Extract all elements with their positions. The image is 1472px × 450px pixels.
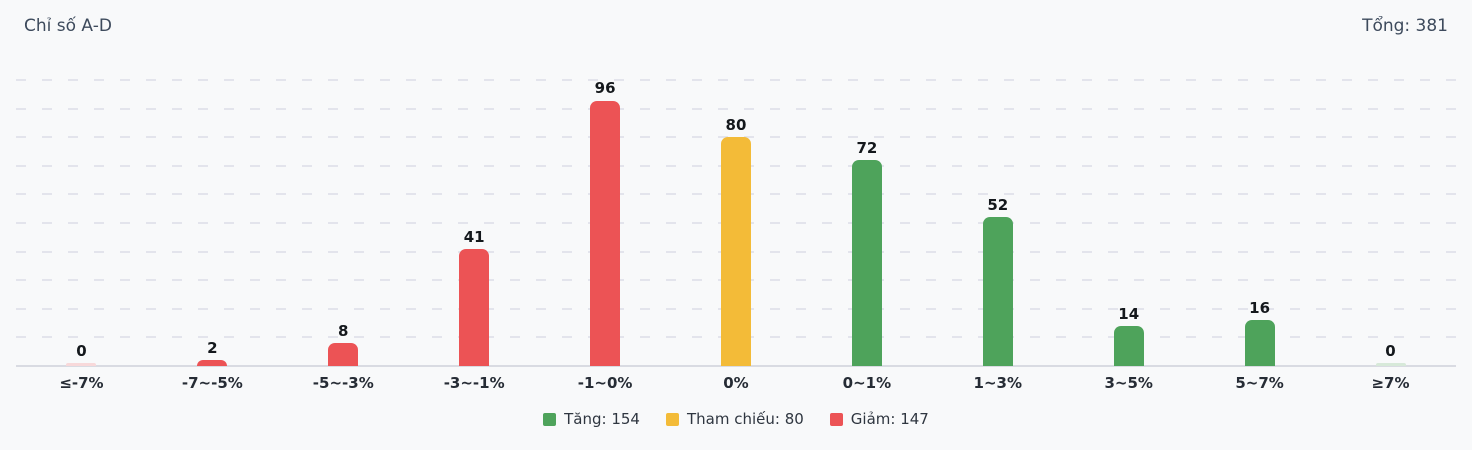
bar-value-label: 52 — [987, 195, 1009, 214]
bar[interactable] — [66, 363, 97, 366]
bar[interactable] — [197, 360, 228, 366]
bar-value-label: 0 — [76, 341, 87, 360]
x-axis-label: -1~0% — [577, 374, 633, 392]
x-axis-label: 3~5% — [1104, 374, 1153, 392]
x-axis-label: -5~-3% — [312, 374, 374, 392]
bar[interactable] — [459, 249, 490, 366]
bar-value-label: 8 — [338, 321, 349, 340]
bar[interactable] — [720, 137, 751, 366]
bar[interactable] — [1244, 320, 1275, 366]
x-axis-label: ≥7% — [1371, 374, 1410, 392]
legend-swatch-icon — [665, 412, 679, 426]
bar-value-label: 72 — [856, 138, 878, 157]
bar[interactable] — [1375, 363, 1406, 366]
total-count: Tổng: 381 — [1362, 16, 1448, 36]
bar-value-label: 2 — [207, 338, 218, 357]
bar[interactable] — [328, 343, 359, 366]
bar-column: 41 — [409, 80, 540, 366]
legend-swatch-icon — [543, 412, 557, 426]
legend-label: Tham chiếu: 80 — [686, 410, 804, 428]
x-axis-labels: ≤-7% -7~-5% -5~-3% -3~-1% -1~0% 0% 0~1% 1~3% 3~5… — [16, 374, 1456, 392]
gridline — [16, 79, 1456, 81]
bar-column: 72 — [801, 80, 932, 366]
bar-column: 0 — [16, 80, 147, 366]
bar-column: 8 — [278, 80, 409, 366]
bar-value-label: 14 — [1118, 304, 1140, 323]
bar-column: 96 — [540, 80, 671, 366]
bar-value-label: 0 — [1385, 341, 1396, 360]
bar-columns: 0 2 8 41 96 80 72 52 14 16 0 — [16, 80, 1456, 366]
bar-value-label: 80 — [725, 115, 747, 134]
legend-item-down[interactable]: Giảm: 147 — [829, 410, 929, 428]
bar-column: 80 — [671, 80, 802, 366]
legend-swatch-icon — [829, 412, 843, 426]
x-axis-label: 0% — [723, 374, 749, 392]
chart-title: Chỉ số A-D — [24, 16, 112, 36]
legend-item-up[interactable]: Tăng: 154 — [543, 410, 640, 428]
bar-column: 2 — [147, 80, 278, 366]
bar[interactable] — [851, 160, 882, 366]
legend-label: Giảm: 147 — [850, 410, 929, 428]
x-axis-label: -3~-1% — [443, 374, 505, 392]
chart-legend: Tăng: 154 Tham chiếu: 80 Giảm: 147 — [0, 410, 1472, 428]
bar-value-label: 96 — [594, 79, 616, 97]
x-axis-label: ≤-7% — [59, 374, 104, 392]
bar[interactable] — [982, 217, 1013, 366]
bar[interactable] — [590, 100, 621, 366]
bar-column: 16 — [1194, 80, 1325, 366]
x-axis-label: 5~7% — [1235, 374, 1284, 392]
bar-column: 14 — [1063, 80, 1194, 366]
bar-column: 0 — [1325, 80, 1456, 366]
bar-value-label: 41 — [463, 227, 485, 246]
bar-value-label: 16 — [1249, 298, 1271, 317]
x-axis-label: 1~3% — [973, 374, 1023, 392]
legend-label: Tăng: 154 — [564, 410, 640, 428]
legend-item-reference[interactable]: Tham chiếu: 80 — [665, 410, 804, 428]
x-axis-baseline — [16, 365, 1456, 367]
bar-chart-plot: 0 2 8 41 96 80 72 52 14 16 0 — [16, 79, 1456, 367]
gridline — [16, 107, 1456, 110]
bar[interactable] — [1113, 326, 1144, 366]
x-axis-label: 0~1% — [842, 374, 892, 392]
bar-column: 52 — [932, 80, 1063, 366]
x-axis-label: -7~-5% — [181, 374, 243, 392]
